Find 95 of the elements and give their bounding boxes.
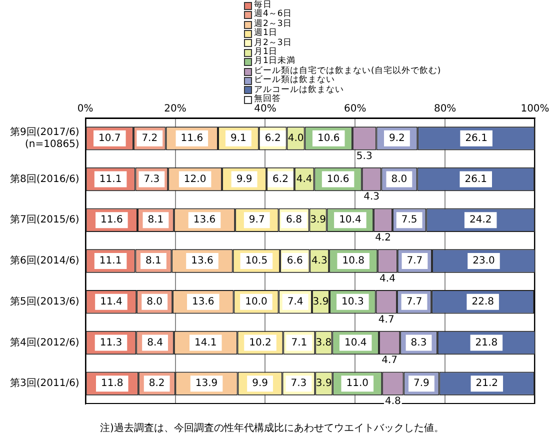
data-label: 10.3 xyxy=(342,296,364,308)
data-label: 11.8 xyxy=(100,378,124,390)
data-label: 4.3 xyxy=(311,256,328,267)
data-label: 12.0 xyxy=(184,174,206,185)
data-label: 11.1 xyxy=(99,256,122,267)
data-label: 8.2 xyxy=(148,378,165,390)
legend-label: 週4～6日 xyxy=(254,9,292,20)
data-label: 8.4 xyxy=(147,337,163,348)
data-label: 4.7 xyxy=(382,355,398,366)
legend-label: 毎日 xyxy=(254,0,272,10)
data-label: 4.2 xyxy=(375,232,391,244)
text: 注)過去調査は、今回調査の性年代構成比にあわせてウエイトバックした値。 xyxy=(100,422,444,435)
data-label: 10.5 xyxy=(245,256,268,267)
data-label: 3.9 xyxy=(316,378,332,390)
data-label: 7.7 xyxy=(406,256,423,267)
legend-label: ビール類は飲まない xyxy=(254,75,335,86)
data-label: 26.1 xyxy=(464,174,488,185)
data-label: 24.2 xyxy=(469,214,492,226)
data-label: 11.0 xyxy=(346,378,369,390)
y-tick-label: 第3回(2011/6) xyxy=(10,377,80,390)
data-label: 10.0 xyxy=(245,296,268,308)
data-label: 22.8 xyxy=(472,296,494,308)
data-label: 7.3 xyxy=(144,174,160,185)
data-label: 3.8 xyxy=(316,337,332,348)
data-label: 11.6 xyxy=(180,133,204,144)
data-label: 9.9 xyxy=(236,174,252,185)
legend-label: アルコールは飲まない xyxy=(254,84,344,95)
data-label: 14.1 xyxy=(194,337,217,348)
x-tick-label: 60% xyxy=(344,104,366,115)
data-label: 8.0 xyxy=(146,296,163,308)
legend-label: 月2～3日 xyxy=(254,38,292,48)
data-label: 11.4 xyxy=(100,296,122,308)
data-label: 9.7 xyxy=(248,214,265,226)
data-label: 7.7 xyxy=(406,296,422,308)
x-tick-label: 100% xyxy=(520,104,550,115)
x-tick-label: 80% xyxy=(434,104,456,115)
data-label: 10.4 xyxy=(344,337,367,348)
data-label: 6.8 xyxy=(286,214,302,226)
data-label: 7.5 xyxy=(401,214,418,226)
data-label: 11.3 xyxy=(100,337,122,348)
data-label: 3.9 xyxy=(310,214,326,226)
x-tick-label: 40% xyxy=(254,104,276,115)
data-label: 11.6 xyxy=(100,214,123,226)
data-label: 4.3 xyxy=(364,192,380,203)
data-label: 10.7 xyxy=(98,133,121,144)
legend-label: ビール類は自宅では飲まない(自宅以外で飲む) xyxy=(254,66,441,76)
data-label: 5.3 xyxy=(356,150,372,162)
data-label: 4.4 xyxy=(380,273,396,284)
data-label: 11.1 xyxy=(99,174,122,185)
data-label: 13.9 xyxy=(195,378,218,390)
data-label: 7.1 xyxy=(291,337,308,348)
data-label: 7.9 xyxy=(414,378,430,390)
data-label: 10.4 xyxy=(339,214,362,226)
data-label: 4.0 xyxy=(288,133,304,144)
data-label: 8.3 xyxy=(410,337,427,348)
data-label: 4.7 xyxy=(378,314,394,326)
data-label: 9.2 xyxy=(389,133,405,144)
x-tick-label: 20% xyxy=(164,104,186,115)
y-tick-label: 第7回(2015/6) xyxy=(10,214,80,226)
data-label: 10.6 xyxy=(317,133,340,144)
data-label: 7.4 xyxy=(287,296,304,308)
legend-label: 週1日 xyxy=(254,28,278,38)
data-label: 21.2 xyxy=(476,378,498,390)
data-label: 13.6 xyxy=(191,256,214,267)
legend-label: 週2～3日 xyxy=(254,18,292,29)
y-tick-label: 第6回(2014/6) xyxy=(10,254,80,267)
data-label: 21.8 xyxy=(475,337,498,348)
y-tick-label: 第8回(2016/6) xyxy=(10,172,80,185)
y-tick-label: 第5回(2013/6) xyxy=(10,295,80,308)
data-label: 6.2 xyxy=(264,133,281,144)
data-label: 9.1 xyxy=(230,133,246,144)
data-label: 10.8 xyxy=(342,256,364,267)
y-tick-label: 第9回(2017/6) (n=10865) xyxy=(10,126,80,150)
data-label: 6.2 xyxy=(272,174,288,185)
legend-label: 無回答 xyxy=(254,94,281,104)
data-label: 7.3 xyxy=(290,378,307,390)
y-tick-label: 第4回(2012/6) xyxy=(10,336,80,348)
data-label: 13.6 xyxy=(193,214,216,226)
data-label: 7.2 xyxy=(142,133,158,144)
data-label: 10.2 xyxy=(249,337,272,348)
data-label: 26.1 xyxy=(465,133,488,144)
data-label: 4.8 xyxy=(384,396,401,408)
data-label: 9.9 xyxy=(252,378,268,390)
data-label: 23.0 xyxy=(472,256,495,267)
legend-label: 月1日 xyxy=(254,47,278,58)
data-label: 8.1 xyxy=(148,214,164,226)
data-label: 6.6 xyxy=(286,256,303,267)
x-tick-label: 0% xyxy=(77,104,94,115)
data-label: 13.6 xyxy=(192,296,214,308)
data-label: 8.1 xyxy=(146,256,162,267)
data-label: 4.4 xyxy=(296,174,312,185)
legend-label: 月1日未満 xyxy=(254,56,296,66)
data-label: 3.9 xyxy=(312,296,329,308)
data-label: 10.6 xyxy=(326,174,350,185)
data-label: 8.0 xyxy=(391,174,408,185)
